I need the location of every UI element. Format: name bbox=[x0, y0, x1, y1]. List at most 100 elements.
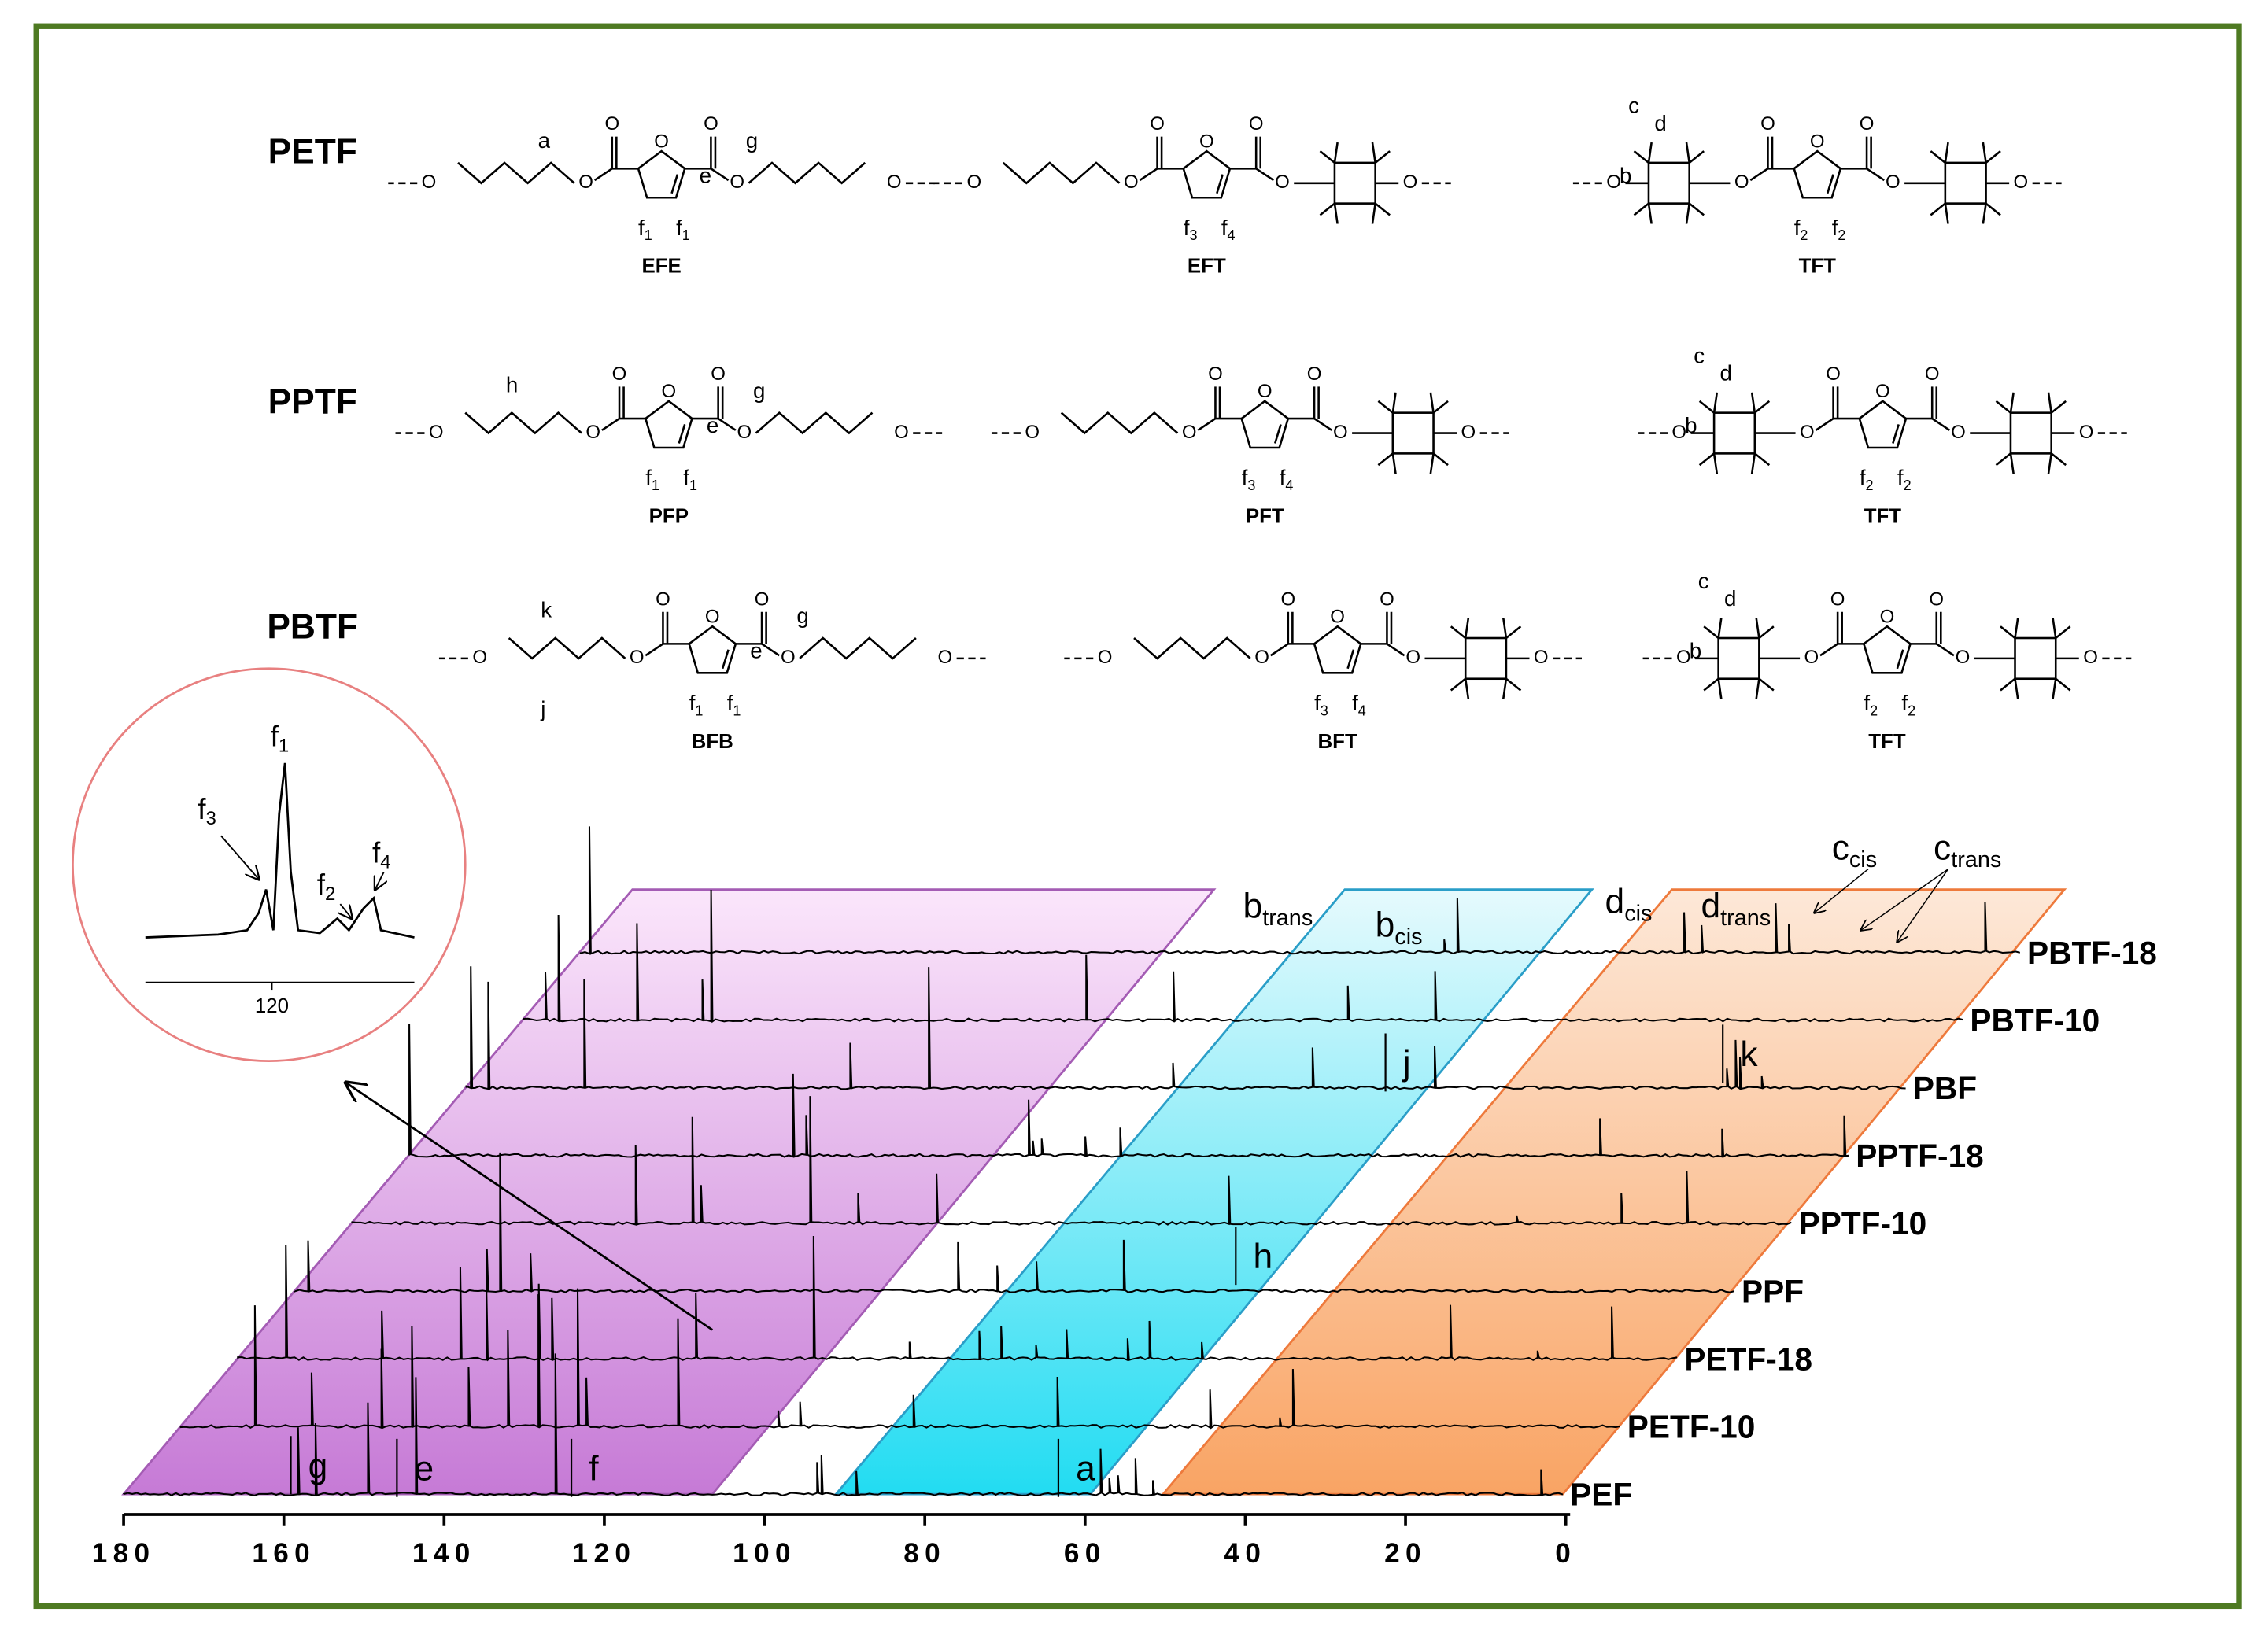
inset-label: f3 bbox=[198, 793, 216, 830]
peak-label-base: h bbox=[1253, 1238, 1273, 1276]
spectrum-trace bbox=[579, 826, 2021, 955]
bond bbox=[1755, 617, 1760, 639]
atom-o: O bbox=[1124, 172, 1139, 193]
atom-o: O bbox=[1199, 131, 1214, 152]
chain bbox=[464, 411, 582, 435]
bond bbox=[2009, 453, 2015, 474]
structure-label-sub: 2 bbox=[1866, 478, 1874, 493]
bond bbox=[1982, 142, 1987, 164]
bond bbox=[1755, 678, 1760, 699]
atom-o: O bbox=[422, 172, 437, 193]
inset-tick-label: 120 bbox=[255, 995, 289, 1017]
peak-label-base: b bbox=[1243, 887, 1263, 925]
structure-label: g bbox=[753, 378, 765, 403]
structure-label-base: f bbox=[1221, 216, 1228, 240]
bond bbox=[1371, 142, 1376, 164]
bond bbox=[601, 417, 620, 431]
bond bbox=[2052, 617, 2057, 639]
structure-label-base: f bbox=[1242, 466, 1248, 490]
bond bbox=[1505, 677, 1522, 692]
x-tick-label: 20 bbox=[1384, 1538, 1427, 1569]
inset-label-sub: 1 bbox=[279, 736, 289, 757]
bond bbox=[1754, 400, 1771, 414]
structure-label-base: d bbox=[1724, 586, 1736, 611]
peak-label-base: c bbox=[1832, 828, 1849, 867]
unit-name: BFB bbox=[692, 731, 733, 753]
atom-o: O bbox=[1830, 588, 1845, 610]
peak-label-sub: cis bbox=[1849, 847, 1877, 872]
atom-o: O bbox=[1150, 113, 1165, 135]
structure-label-sub: 1 bbox=[695, 703, 703, 718]
x-tick-label: 180 bbox=[92, 1538, 156, 1569]
structure-label-sub: 4 bbox=[1358, 703, 1366, 718]
x-tick-label: 60 bbox=[1064, 1538, 1106, 1569]
atom-o: O bbox=[630, 647, 645, 668]
structure-label-base: f bbox=[1352, 691, 1358, 715]
bond bbox=[2009, 392, 2015, 413]
unit-name: TFT bbox=[1864, 505, 1902, 527]
bond bbox=[1815, 417, 1834, 431]
structure-label: f2 bbox=[1864, 691, 1878, 718]
peak-label: dtrans bbox=[1701, 887, 1771, 930]
structure-label-sub: 3 bbox=[1321, 703, 1328, 718]
bond bbox=[2050, 400, 2067, 414]
atom-o: O bbox=[1826, 363, 1841, 385]
bond bbox=[2000, 677, 2016, 692]
bond bbox=[1429, 392, 1435, 413]
structure-label-base: f bbox=[1794, 216, 1801, 240]
bond bbox=[670, 174, 679, 194]
atom-o: O bbox=[1760, 113, 1775, 135]
structure-label-base: f bbox=[1864, 691, 1870, 715]
atom-o: O bbox=[1025, 422, 1040, 443]
structure-label: f3 bbox=[1242, 466, 1256, 493]
structure-label-sub: 2 bbox=[1800, 227, 1808, 243]
chain bbox=[755, 411, 874, 435]
bond bbox=[1391, 392, 1397, 413]
atom-o: O bbox=[938, 647, 953, 668]
bond bbox=[1897, 869, 1949, 942]
bond bbox=[1866, 168, 1885, 182]
peak-label: f bbox=[589, 1449, 599, 1488]
atom-o: O bbox=[1734, 172, 1749, 193]
bond bbox=[375, 872, 384, 889]
structure-label-base: e bbox=[700, 164, 711, 188]
structure-label: f1 bbox=[645, 466, 659, 493]
trace-name: PBTF-18 bbox=[2027, 935, 2157, 971]
atom-o: O bbox=[656, 588, 670, 610]
spectrum-trace bbox=[465, 966, 1906, 1091]
bond bbox=[1985, 150, 2001, 164]
bond bbox=[1269, 643, 1289, 657]
x-tick-label: 120 bbox=[573, 1538, 637, 1569]
atom-o: O bbox=[1951, 422, 1966, 443]
atom-o: O bbox=[1208, 363, 1223, 385]
atom-o: O bbox=[1333, 422, 1348, 443]
spectrum-trace bbox=[408, 1024, 1849, 1159]
x-tick-label: 40 bbox=[1224, 1538, 1267, 1569]
atom-o: O bbox=[737, 422, 752, 443]
structure-label: b bbox=[1620, 164, 1631, 188]
atom-o: O bbox=[612, 363, 627, 385]
atom-o: O bbox=[1405, 647, 1420, 668]
peak-label: ctrans bbox=[1934, 828, 2001, 872]
structure-label-base: g bbox=[753, 378, 765, 403]
structure-label: f1 bbox=[638, 216, 652, 243]
atom-o: O bbox=[472, 647, 487, 668]
unit-name: BFT bbox=[1317, 731, 1357, 753]
trace-name: PPTF-18 bbox=[1856, 1138, 1984, 1174]
atom-o: O bbox=[1534, 647, 1549, 668]
structure-label-sub: 4 bbox=[1285, 478, 1293, 493]
bond bbox=[1944, 142, 1949, 164]
polymer-name: PETF bbox=[268, 133, 357, 172]
bond bbox=[1703, 625, 1719, 640]
bond bbox=[1750, 392, 1756, 413]
structure-label-base: b bbox=[1690, 639, 1701, 663]
inset-spectrum bbox=[145, 762, 415, 939]
atom-o: O bbox=[2079, 422, 2094, 443]
bond bbox=[1754, 452, 1771, 467]
trace-name: PETF-18 bbox=[1684, 1341, 1812, 1377]
atom-o: O bbox=[1098, 647, 1113, 668]
atom-o: O bbox=[1804, 647, 1819, 668]
bond bbox=[2000, 625, 2016, 640]
structure-label-base: c bbox=[1628, 94, 1639, 118]
structure-label: e bbox=[700, 164, 711, 188]
